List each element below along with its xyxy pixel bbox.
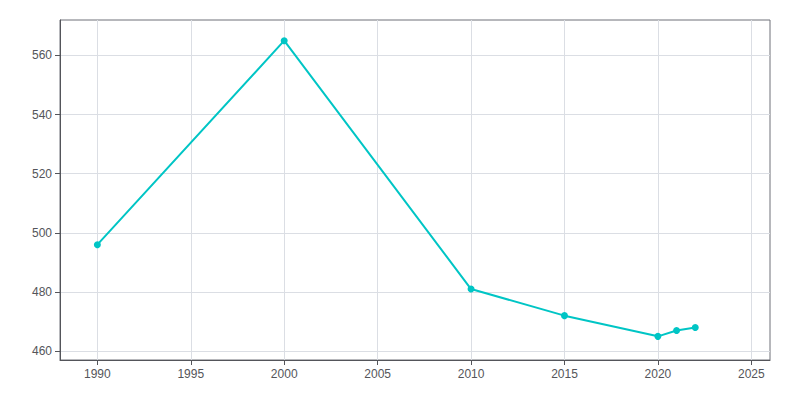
- svg-text:2015: 2015: [551, 367, 578, 381]
- svg-text:540: 540: [32, 108, 52, 122]
- svg-text:460: 460: [32, 344, 52, 358]
- svg-text:2020: 2020: [645, 367, 672, 381]
- svg-text:520: 520: [32, 167, 52, 181]
- svg-text:560: 560: [32, 48, 52, 62]
- svg-text:480: 480: [32, 285, 52, 299]
- svg-text:1990: 1990: [84, 367, 111, 381]
- svg-text:500: 500: [32, 226, 52, 240]
- svg-text:2010: 2010: [458, 367, 485, 381]
- svg-text:2000: 2000: [271, 367, 298, 381]
- svg-text:1995: 1995: [177, 367, 204, 381]
- svg-text:2005: 2005: [364, 367, 391, 381]
- svg-text:2025: 2025: [738, 367, 765, 381]
